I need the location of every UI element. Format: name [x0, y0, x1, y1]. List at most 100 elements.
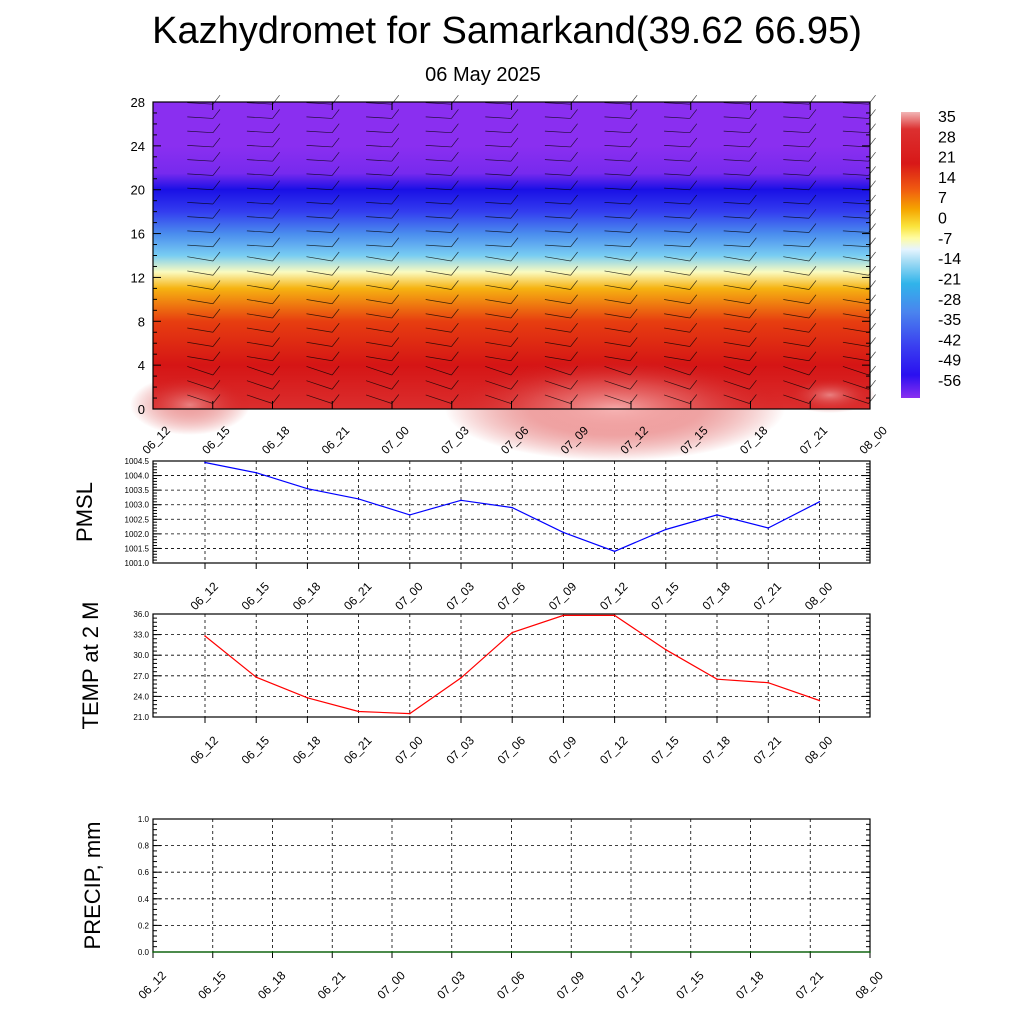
wind-barb-staff — [664, 216, 690, 219]
wind-barb-staff — [544, 366, 571, 376]
wind-barb-staff — [485, 270, 512, 276]
y-tick-label: 4 — [138, 358, 145, 373]
wind-barb-staff — [723, 202, 750, 205]
wind-barb-staff — [366, 102, 392, 105]
wind-barb-staff — [306, 116, 333, 119]
wind-barb-staff — [783, 102, 810, 105]
wind-barb-flag — [331, 351, 340, 361]
wind-barb-flag — [749, 123, 757, 133]
wind-barb-staff — [306, 130, 333, 134]
wind-barb-staff — [246, 145, 273, 148]
data-point — [665, 528, 667, 531]
wind-barb-staff — [485, 341, 512, 347]
wind-barb-staff — [664, 341, 690, 347]
wind-barb-staff — [485, 116, 512, 119]
wind-barb-staff — [663, 366, 690, 376]
wind-barb-staff — [425, 159, 452, 162]
wind-barb-flag — [391, 280, 400, 290]
wind-barb-flag — [510, 109, 519, 119]
wind-barb-staff — [604, 341, 631, 347]
x-tick-label: 06_21 — [319, 423, 353, 457]
wind-barb-staff — [485, 394, 512, 404]
wind-barb-staff — [544, 256, 571, 262]
y-axis-label: TEMP at 2 M — [78, 602, 103, 730]
y-tick-label: 1004.5 — [125, 457, 150, 466]
wind-barb-flag — [629, 180, 638, 190]
data-point — [152, 951, 154, 953]
wind-barb-staff — [664, 327, 690, 333]
x-tick-label: 07_03 — [443, 733, 477, 767]
wind-barb-flag — [391, 323, 400, 333]
wind-barb-staff — [187, 202, 214, 205]
x-tick-label: 07_21 — [793, 968, 827, 1002]
wind-barb-staff — [425, 244, 452, 248]
wind-barb-staff — [246, 270, 273, 276]
data-point — [716, 678, 718, 681]
wind-barb-staff — [604, 173, 631, 176]
x-tick-label: 08_00 — [856, 423, 890, 457]
wind-barb-staff — [783, 256, 810, 262]
wind-barb-staff — [604, 145, 631, 148]
wind-barb-staff — [485, 313, 512, 319]
colorbar-label: -21 — [938, 271, 961, 288]
data-point — [306, 487, 309, 490]
wind-barb-flag — [570, 94, 578, 105]
data-point — [818, 699, 821, 702]
wind-barb-staff — [366, 230, 392, 233]
temperature-cross-section: 06_12 06_15 06_18 06_21 07_00 07_03 07_06 07_09… — [130, 94, 890, 461]
wind-barb-staff — [544, 202, 571, 205]
wind-barb-staff — [187, 380, 214, 390]
wind-barb-staff — [246, 130, 273, 134]
wind-barb-staff — [306, 394, 333, 404]
colorbar-label: 35 — [938, 109, 956, 126]
wind-barb-staff — [246, 380, 273, 390]
wind-barb-staff — [604, 366, 631, 376]
wind-barb-flag — [570, 351, 578, 361]
wind-barb-staff — [425, 313, 452, 319]
data-point — [331, 951, 334, 953]
wind-barb-flag — [808, 151, 817, 162]
colorbar-label: -28 — [938, 292, 961, 309]
wind-barb-staff — [842, 256, 869, 262]
x-tick-label: 08_00 — [802, 579, 836, 613]
wind-barb-flag — [749, 137, 757, 148]
wind-barb-staff — [485, 173, 512, 176]
wind-barb-flag — [272, 166, 280, 176]
wind-barb-staff — [664, 313, 690, 319]
wind-barb-staff — [842, 284, 869, 290]
wind-barb-staff — [246, 102, 273, 105]
x-tick-label: 06_12 — [187, 733, 221, 767]
y-tick-label: 16 — [131, 227, 145, 242]
wind-barb-flag — [451, 94, 459, 105]
wind-barb-staff — [544, 102, 571, 105]
wind-barb-staff — [723, 230, 750, 233]
wind-barb-staff — [246, 256, 273, 262]
wind-barb-flag — [331, 166, 340, 176]
y-axis-label: PMSL — [72, 482, 97, 542]
data-point — [511, 506, 513, 509]
x-tick-label: 07_06 — [495, 733, 529, 767]
wind-barb-flag — [570, 280, 578, 290]
wind-barb-staff — [425, 187, 452, 191]
wind-barb-flag — [212, 308, 221, 319]
wind-barb-staff — [187, 327, 214, 333]
panel-frame — [152, 460, 871, 564]
y-tick-label: 1.0 — [138, 815, 150, 824]
wind-barb-flag — [510, 194, 519, 205]
wind-barb-flag — [689, 380, 698, 390]
wind-barb-flag — [808, 380, 817, 390]
wind-barb-flag — [272, 180, 280, 190]
wind-barb-staff — [723, 187, 750, 191]
wind-barb-flag — [212, 251, 221, 262]
wind-barb-flag — [212, 323, 221, 333]
wind-barb-flag — [212, 180, 221, 190]
wind-barb-flag — [451, 123, 459, 133]
wind-barb-flag — [510, 294, 519, 304]
wind-barb-flag — [391, 166, 400, 176]
y-tick-label: 0.8 — [138, 842, 150, 851]
wind-barb-flag — [570, 180, 578, 190]
wind-barb-staff — [544, 116, 571, 119]
wind-barb-flag — [212, 266, 221, 276]
wind-barb-flag — [451, 237, 459, 247]
y-tick-label: 30.0 — [133, 651, 149, 660]
